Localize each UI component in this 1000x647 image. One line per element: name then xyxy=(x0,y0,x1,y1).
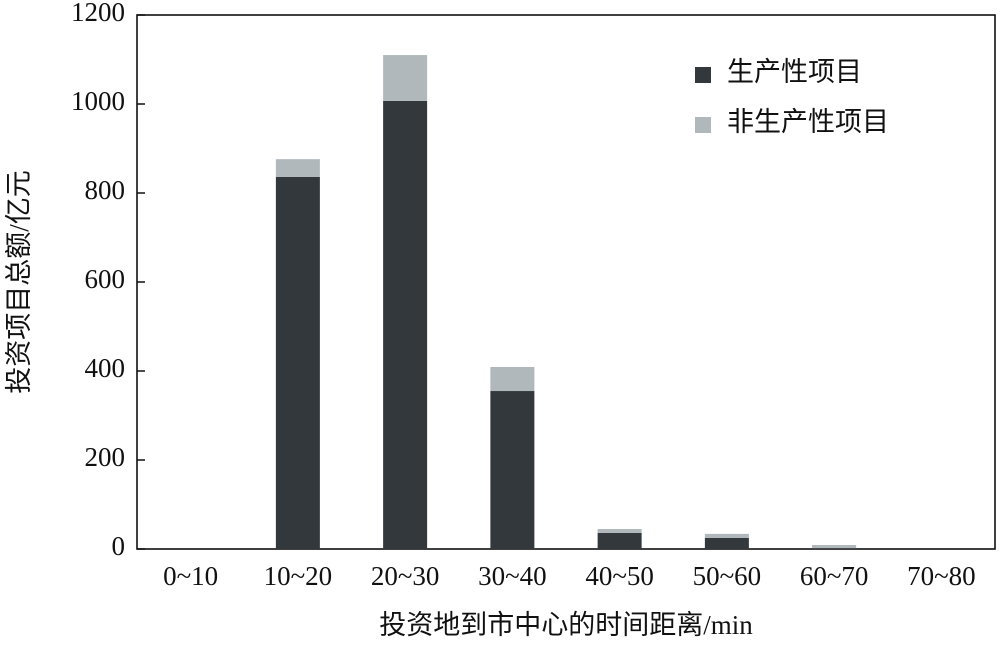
bar-segment xyxy=(275,159,320,177)
y-tick-label: 1000 xyxy=(71,86,125,116)
bar-segment xyxy=(812,544,857,549)
y-tick-label: 600 xyxy=(85,264,126,294)
x-tick-label: 30~40 xyxy=(478,561,547,591)
bar-segment xyxy=(383,100,428,549)
y-axis-label: 投资项目总额/亿元 xyxy=(4,170,34,394)
bar-segment xyxy=(383,55,428,101)
x-tick-label: 40~50 xyxy=(585,561,654,591)
bar-segment xyxy=(490,366,535,392)
legend-swatch xyxy=(695,67,711,83)
plot-frame xyxy=(136,14,996,550)
x-axis-label: 投资地到市中心的时间距离/min xyxy=(379,610,753,640)
bar-segment xyxy=(597,532,642,549)
y-tick-label: 1200 xyxy=(71,0,125,27)
x-tick-label: 0~10 xyxy=(163,561,218,591)
legend-swatch xyxy=(695,117,711,133)
x-tick-label: 20~30 xyxy=(371,561,440,591)
bar-segment xyxy=(812,548,857,549)
x-tick-label: 10~20 xyxy=(264,561,333,591)
y-tick-label: 200 xyxy=(85,442,126,472)
bar-segment xyxy=(704,537,749,549)
x-tick-label: 60~70 xyxy=(800,561,869,591)
legend-label: 生产性项目 xyxy=(727,57,862,87)
x-tick-label: 70~80 xyxy=(907,561,976,591)
bar-segment xyxy=(704,533,749,538)
x-tick-label: 50~60 xyxy=(693,561,762,591)
legend-label: 非生产性项目 xyxy=(727,107,889,137)
bar-segment xyxy=(597,528,642,533)
y-tick-label: 400 xyxy=(85,353,126,383)
y-tick-label: 800 xyxy=(85,175,126,205)
bar-segment xyxy=(275,176,320,550)
y-tick-label: 0 xyxy=(112,531,126,561)
bar-segment xyxy=(490,391,535,549)
